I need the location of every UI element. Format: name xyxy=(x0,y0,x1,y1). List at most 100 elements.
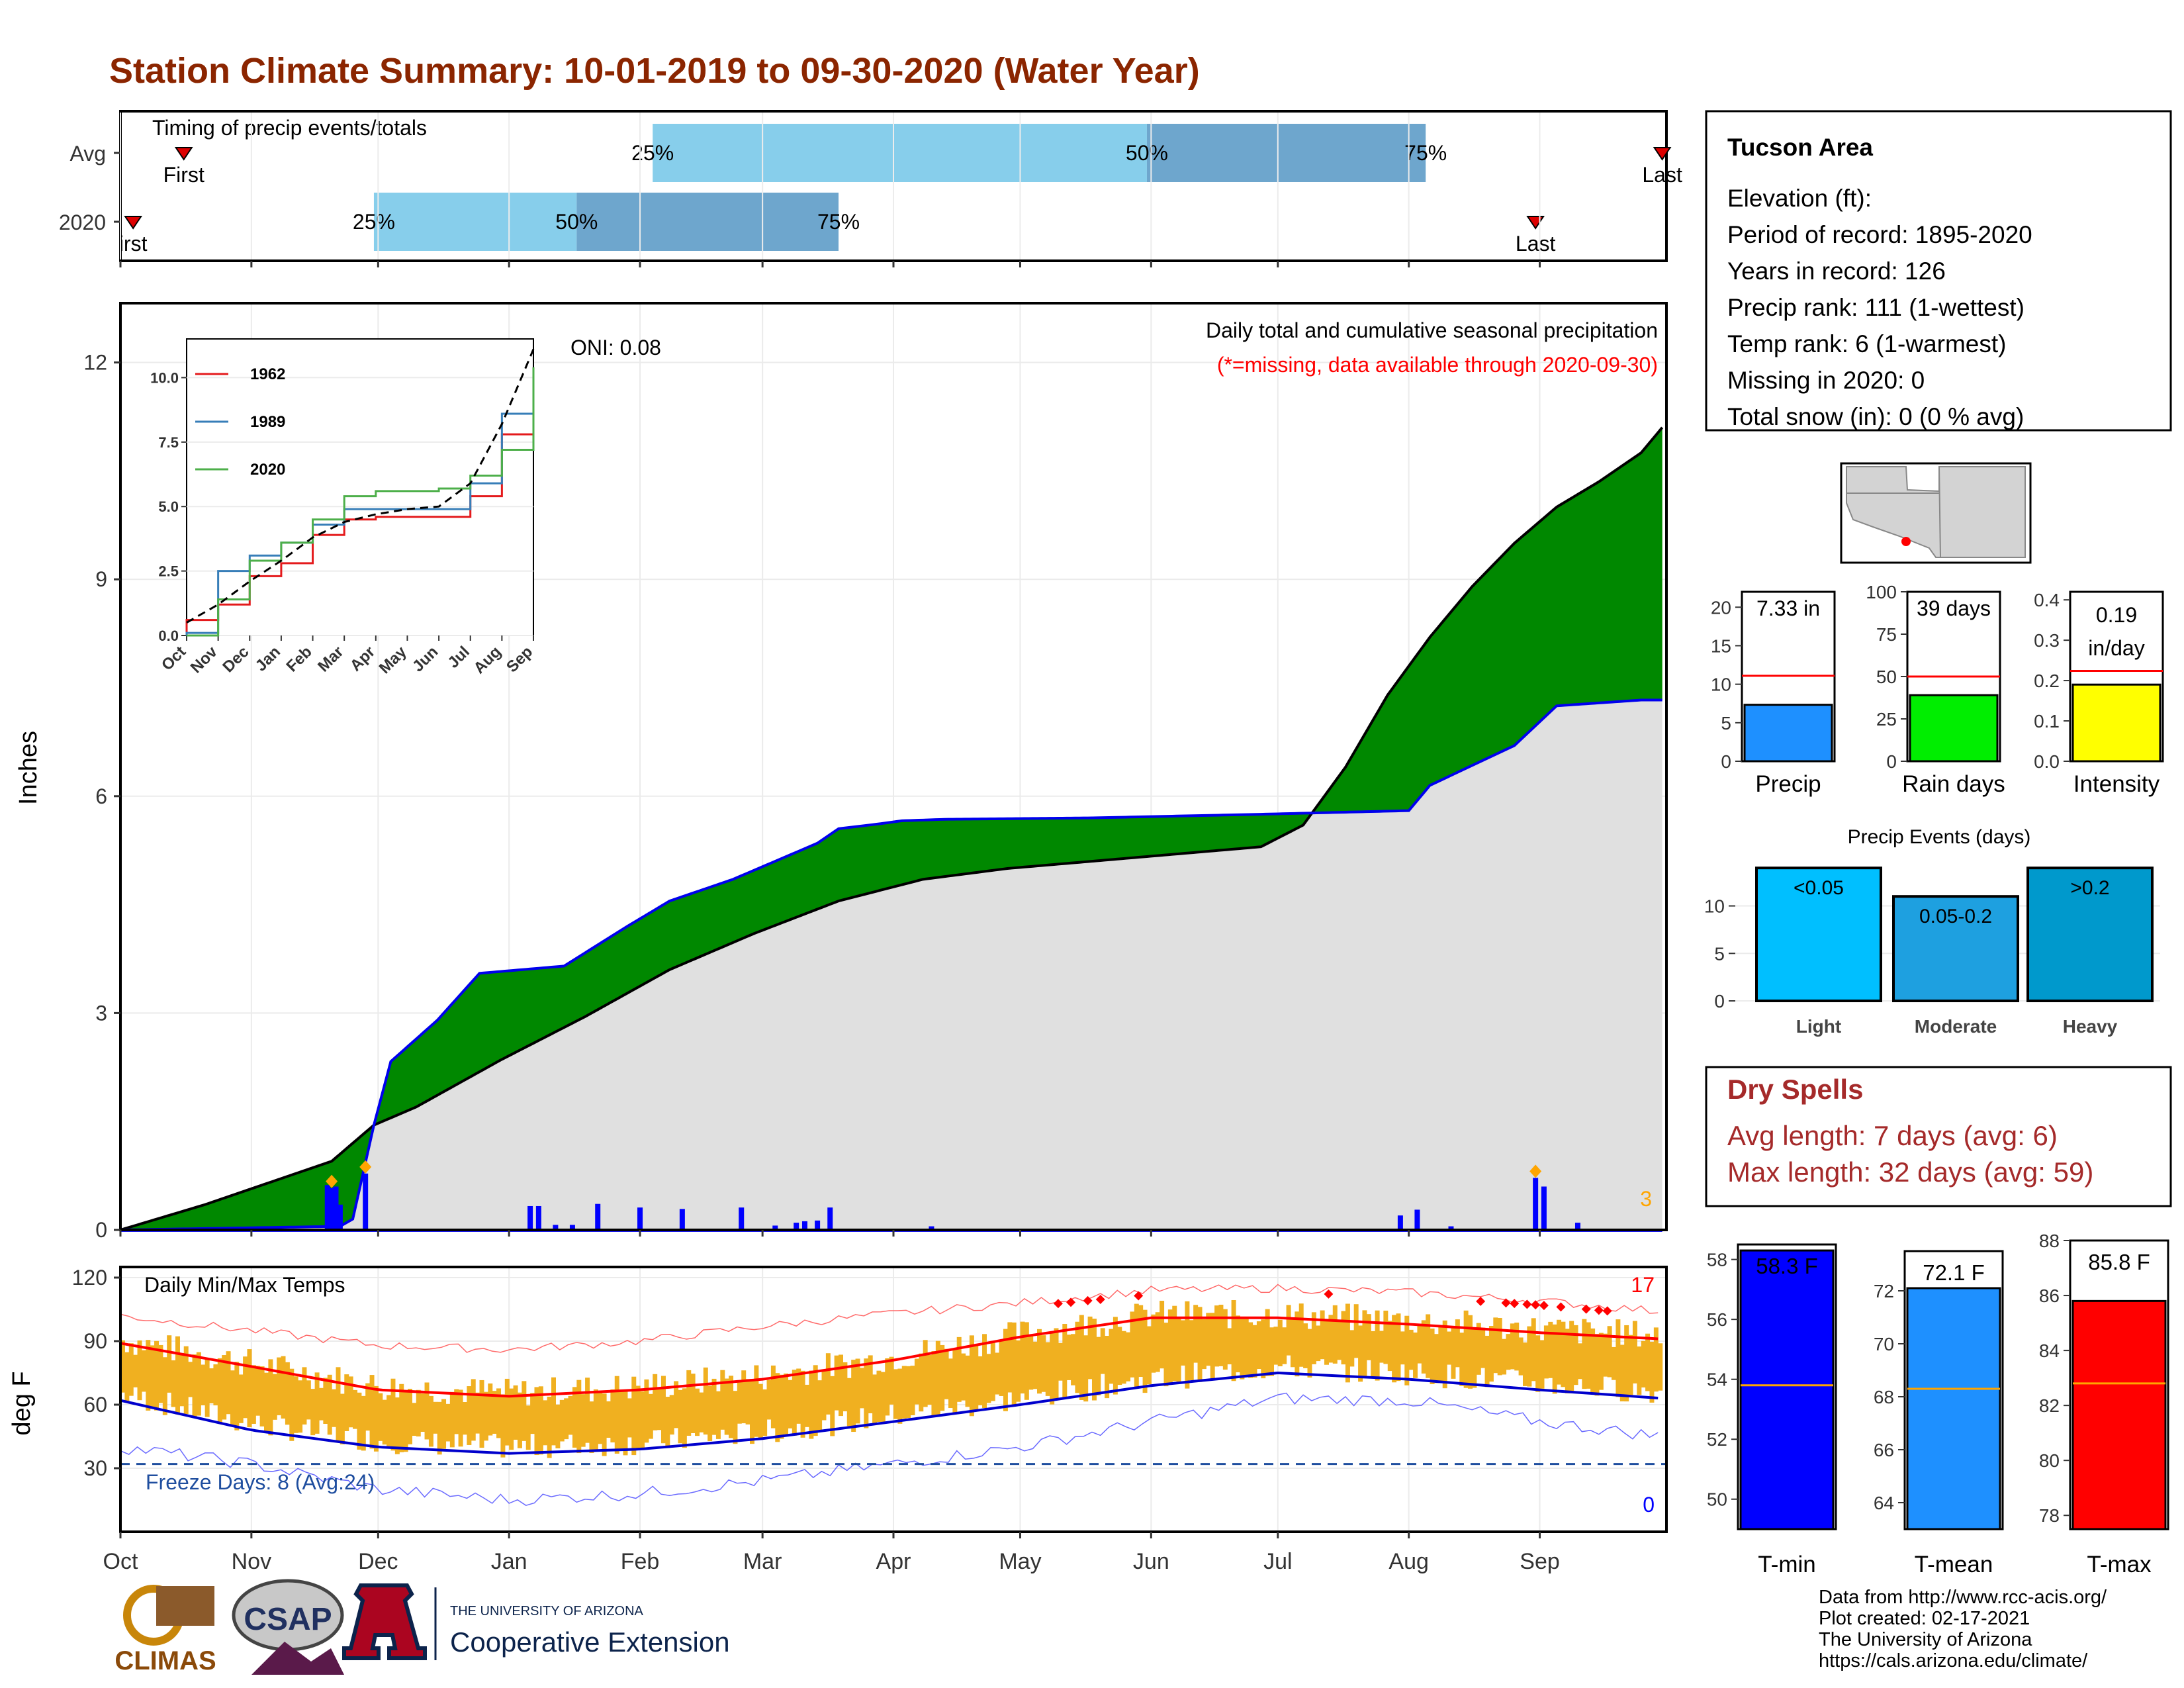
daily-temp-bar xyxy=(978,1356,983,1405)
dry-title: Dry Spells xyxy=(1727,1074,1863,1105)
daily-precip-bar xyxy=(739,1207,745,1230)
daily-temp-bar xyxy=(1438,1326,1443,1382)
daily-temp-bar xyxy=(1569,1321,1574,1391)
daily-temp-bar xyxy=(525,1405,531,1450)
daily-temp-bar xyxy=(699,1392,704,1432)
daily-temp-bar xyxy=(1400,1331,1405,1365)
daily-temp-bar xyxy=(1658,1343,1663,1391)
daily-temp-bar xyxy=(598,1391,603,1444)
daily-temp-bar xyxy=(1273,1327,1279,1365)
daily-temp-bar xyxy=(576,1380,582,1454)
daily-temp-bar xyxy=(277,1357,282,1415)
daily-temp-bar xyxy=(1201,1319,1206,1370)
daily-temp-bar xyxy=(1016,1340,1021,1402)
daily-temp-bar xyxy=(543,1400,548,1446)
precip-note: (*=missing, data available through 2020-… xyxy=(1217,353,1658,377)
temp-summary-bar-0 xyxy=(1739,1249,1835,1530)
daily-temp-bar xyxy=(281,1356,286,1419)
daily-temp-bar xyxy=(901,1366,907,1419)
daily-temp-bar xyxy=(1387,1321,1392,1372)
daily-temp-bar xyxy=(1032,1341,1038,1389)
daily-record-marker xyxy=(326,1174,338,1188)
precip-ytick-label: 3 xyxy=(95,1001,107,1025)
events-bar-label: <0.05 xyxy=(1794,877,1844,899)
daily-temp-bar xyxy=(1455,1319,1460,1368)
daily-temp-bar xyxy=(1286,1305,1291,1356)
daily-temp-bar xyxy=(1020,1321,1025,1394)
daily-temp-bar xyxy=(1130,1311,1135,1378)
daily-temp-bar xyxy=(454,1389,459,1434)
daily-temp-bar xyxy=(517,1392,522,1448)
daily-temp-bar xyxy=(1100,1328,1105,1374)
daily-temp-bar xyxy=(1265,1309,1270,1376)
daily-temp-bar xyxy=(614,1376,619,1454)
inset-ytick-label: 2.5 xyxy=(158,563,179,580)
daily-temp-bar xyxy=(876,1370,882,1422)
daily-temp-bar xyxy=(1653,1327,1659,1392)
daily-temp-bar xyxy=(509,1388,514,1450)
daily-temp-bar xyxy=(179,1352,185,1407)
daily-temp-bar xyxy=(475,1392,480,1434)
surplus-fill xyxy=(120,427,1662,1230)
daily-temp-bar xyxy=(1282,1327,1287,1364)
daily-temp-bar xyxy=(175,1336,180,1415)
daily-temp-bar xyxy=(416,1389,421,1437)
daily-temp-bar xyxy=(1193,1305,1199,1363)
events-bar-label: 0.05-0.2 xyxy=(1919,906,1992,927)
daily-temp-bar xyxy=(467,1386,472,1445)
daily-temp-bar xyxy=(585,1378,590,1443)
daily-precip-bar xyxy=(595,1203,601,1230)
precip-ytick-label: 9 xyxy=(95,567,107,591)
inset-ytick-label: 0.0 xyxy=(158,628,179,644)
daily-temp-bar xyxy=(999,1339,1004,1396)
footer-line: https://cals.arizona.edu/climate/ xyxy=(1819,1650,2088,1671)
month-label: Oct xyxy=(103,1549,138,1574)
daily-temp-bar xyxy=(196,1352,201,1416)
daily-temp-bar xyxy=(919,1353,924,1412)
daily-temp-bar xyxy=(580,1394,586,1447)
daily-temp-bar xyxy=(496,1388,502,1438)
daily-precip-bar xyxy=(637,1207,643,1230)
summary-bar-tick-label: 0.1 xyxy=(2034,711,2060,731)
daily-temp-bar xyxy=(1552,1324,1557,1394)
inset-line-1989 xyxy=(185,369,535,635)
daily-temp-bar xyxy=(1476,1323,1481,1375)
daily-temp-bar xyxy=(1480,1327,1486,1368)
daily-temp-bar xyxy=(572,1387,577,1448)
daily-precip-bar xyxy=(794,1223,799,1230)
record-high-marker xyxy=(1602,1306,1612,1316)
csap-logo: CSAP xyxy=(232,1579,344,1675)
daily-temp-bar xyxy=(1079,1315,1084,1400)
daily-temp-bar xyxy=(1261,1319,1266,1379)
record-high-marker xyxy=(1053,1299,1063,1309)
daily-temp-bar xyxy=(302,1367,307,1425)
daily-temp-bar xyxy=(640,1391,645,1450)
temp-bar-tick-label: 52 xyxy=(1707,1429,1727,1450)
daily-temp-bar xyxy=(1045,1342,1050,1396)
temp-bar-label: T-min xyxy=(1758,1552,1816,1577)
daily-temp-bar xyxy=(1586,1322,1591,1389)
daily-temp-bar xyxy=(674,1381,679,1429)
temp-bar-tick-label: 82 xyxy=(2039,1395,2060,1416)
daily-temp-bar xyxy=(1632,1321,1637,1383)
daily-temp-bar xyxy=(1641,1340,1646,1388)
summary-bar-tick-label: 0.2 xyxy=(2034,671,2060,691)
daily-temp-bar xyxy=(1146,1326,1152,1385)
info-line: Years in record: 126 xyxy=(1727,258,1946,285)
temp-label: Daily Min/Max Temps xyxy=(144,1273,345,1297)
daily-temp-bar xyxy=(1577,1343,1582,1380)
daily-temp-bar xyxy=(880,1372,886,1423)
timing-last-label: Last xyxy=(1642,163,1682,187)
daily-temp-bar xyxy=(961,1353,966,1401)
daily-temp-bar xyxy=(1050,1333,1055,1405)
daily-temp-bar xyxy=(394,1397,400,1454)
daily-temp-bar xyxy=(192,1354,197,1417)
daily-temp-bar xyxy=(1252,1325,1257,1378)
daily-temp-bar xyxy=(378,1393,383,1441)
daily-temp-bar xyxy=(437,1401,442,1455)
daily-temp-bar xyxy=(715,1391,721,1439)
daily-temp-bar xyxy=(167,1335,172,1393)
info-line: Period of record: 1895-2020 xyxy=(1727,221,2032,248)
inset-legend-label: 2020 xyxy=(250,461,285,479)
summary-bar-tick-label: 0.4 xyxy=(2034,590,2060,610)
